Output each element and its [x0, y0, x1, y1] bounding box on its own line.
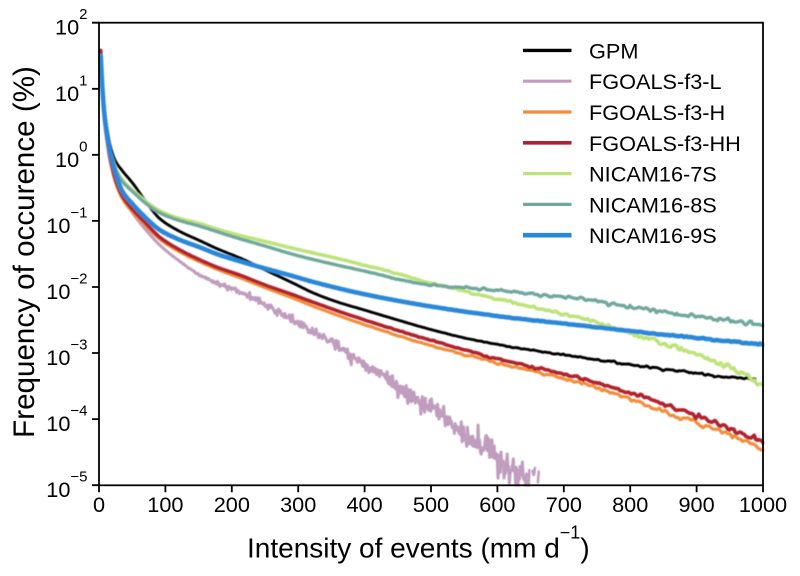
- svg-text:FGOALS-f3-H: FGOALS-f3-H: [589, 100, 725, 125]
- svg-text:NICAM16-7S: NICAM16-7S: [589, 162, 717, 187]
- svg-text:0: 0: [93, 492, 105, 517]
- svg-text:500: 500: [413, 492, 449, 517]
- svg-text:NICAM16-8S: NICAM16-8S: [589, 192, 717, 217]
- svg-text:800: 800: [612, 492, 648, 517]
- svg-text:GPM: GPM: [589, 38, 638, 63]
- svg-text:300: 300: [280, 492, 316, 517]
- svg-text:NICAM16-9S: NICAM16-9S: [589, 223, 717, 248]
- svg-text:Frequency of occurence (%): Frequency of occurence (%): [8, 66, 41, 438]
- svg-text:600: 600: [479, 492, 515, 517]
- svg-text:FGOALS-f3-L: FGOALS-f3-L: [589, 69, 722, 94]
- svg-text:FGOALS-f3-HH: FGOALS-f3-HH: [589, 131, 741, 156]
- svg-text:900: 900: [679, 492, 715, 517]
- svg-text:200: 200: [214, 492, 250, 517]
- svg-text:100: 100: [147, 492, 183, 517]
- svg-text:1000: 1000: [739, 492, 787, 517]
- svg-text:400: 400: [347, 492, 383, 517]
- svg-text:700: 700: [546, 492, 582, 517]
